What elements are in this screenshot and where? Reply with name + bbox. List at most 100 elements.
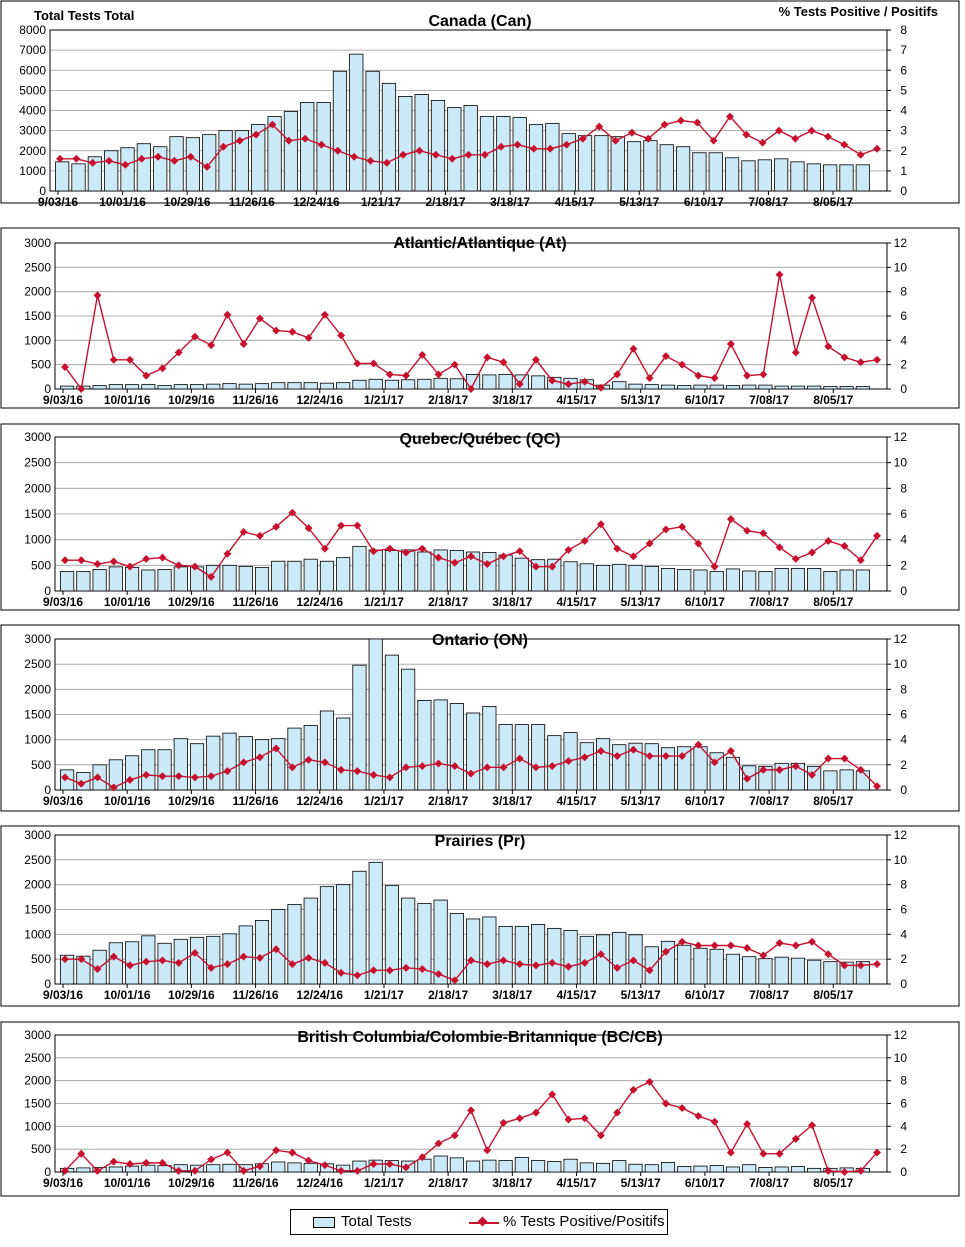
y-left-tick-label: 500	[31, 358, 51, 372]
point-percent-positive	[775, 126, 783, 135]
point-percent-positive	[223, 767, 232, 776]
x-tick-label: 4/15/17	[556, 1176, 596, 1190]
point-percent-positive	[464, 150, 473, 159]
y-right-tick-label: 6	[900, 1097, 907, 1111]
y-right-tick-label: 12	[894, 632, 908, 646]
point-percent-positive	[288, 327, 297, 336]
y-right-tick-label: 2	[900, 758, 907, 772]
bar-total-tests	[693, 746, 708, 791]
point-percent-positive	[288, 960, 297, 969]
bar-total-tests	[677, 385, 692, 390]
point-percent-positive	[121, 160, 130, 169]
x-tick-label: 2/18/17	[428, 1176, 468, 1190]
bar-total-tests	[303, 1162, 318, 1173]
right-axis-heading: % Tests Positive / Positifs	[779, 4, 938, 19]
x-tick-label: 11/26/16	[233, 595, 279, 609]
bar-total-tests	[725, 385, 741, 390]
y-right-tick-label: 2	[900, 952, 907, 966]
bar-total-tests	[336, 382, 351, 390]
bar-total-tests	[839, 164, 854, 192]
y-left-tick-label: 0	[44, 1165, 51, 1179]
x-tick-label: 10/01/16	[104, 393, 151, 407]
point-percent-positive	[239, 340, 248, 348]
bar-total-tests	[531, 1160, 546, 1173]
point-percent-positive	[154, 152, 162, 161]
bar-total-tests	[316, 102, 331, 192]
point-percent-positive	[824, 342, 833, 351]
point-percent-positive	[483, 560, 492, 569]
chart-title: Canada (Can)	[428, 13, 531, 30]
y-left-tick-label: 1000	[24, 733, 51, 747]
bar-total-tests	[708, 152, 723, 192]
x-tick-label: 7/08/17	[749, 595, 789, 609]
bar-total-tests	[659, 144, 674, 192]
bar-total-tests	[157, 942, 172, 985]
bar-total-tests	[595, 934, 611, 985]
y-left-tick-label: 2000	[24, 682, 51, 696]
y-right-tick-label: 0	[900, 184, 907, 198]
point-percent-positive	[694, 941, 703, 950]
point-percent-positive	[385, 544, 394, 553]
point-percent-positive	[77, 556, 86, 565]
bar-total-tests	[251, 124, 266, 192]
x-tick-label: 12/24/16	[293, 195, 340, 209]
x-tick-label: 12/24/16	[296, 1176, 343, 1190]
bar-total-tests	[365, 70, 380, 192]
point-percent-positive	[532, 961, 540, 970]
y-right-tick-label: 10	[894, 853, 908, 867]
y-left-tick-label: 0	[44, 977, 51, 991]
point-percent-positive	[170, 156, 179, 165]
x-tick-label: 9/03/16	[43, 1176, 83, 1190]
bar-total-tests	[677, 944, 692, 985]
bar-total-tests	[433, 899, 448, 985]
point-percent-positive	[532, 355, 540, 364]
bar-total-tests	[628, 564, 643, 592]
point-percent-positive	[483, 1146, 492, 1155]
point-percent-positive	[515, 1114, 524, 1123]
bar-total-tests	[206, 383, 221, 390]
point-percent-positive	[434, 759, 443, 768]
bar-total-tests	[579, 935, 594, 985]
y-right-tick-label: 6	[900, 309, 907, 323]
x-tick-label: 7/08/17	[749, 794, 789, 808]
bar-total-tests	[855, 164, 870, 192]
point-percent-positive	[742, 130, 751, 139]
y-left-tick-label: 3000	[19, 124, 46, 138]
x-tick-label: 5/13/17	[621, 988, 661, 1002]
bar-total-tests	[742, 1164, 757, 1173]
y-right-tick-label: 2	[900, 558, 907, 572]
bar-total-tests	[71, 163, 86, 192]
bar-total-tests	[644, 565, 659, 592]
point-percent-positive	[775, 270, 784, 279]
point-percent-positive	[578, 134, 587, 143]
point-percent-positive	[873, 144, 881, 153]
point-percent-positive	[223, 960, 232, 969]
bar-total-tests	[595, 1162, 611, 1173]
bar-total-tests	[807, 568, 822, 592]
bar-total-tests	[222, 933, 237, 985]
bar-total-tests	[579, 563, 594, 592]
y-right-tick-label: 10	[894, 456, 908, 470]
bar-total-tests	[401, 549, 416, 592]
y-right-tick-label: 8	[900, 1074, 907, 1088]
point-percent-positive	[203, 162, 212, 171]
legend-bar-label: Total Tests	[341, 1213, 412, 1230]
y-left-tick-label: 0	[39, 184, 46, 198]
panel-frame	[0, 1021, 960, 1197]
bar-total-tests	[92, 569, 107, 592]
bar-total-tests	[758, 958, 773, 985]
point-percent-positive	[369, 359, 378, 368]
bar-total-tests	[823, 571, 838, 592]
bar-total-tests	[271, 738, 286, 791]
left-axis-heading: Total Tests Total	[34, 8, 134, 23]
panel-frame	[0, 0, 960, 204]
bar-total-tests	[287, 1162, 302, 1173]
x-tick-label: 1/21/17	[364, 988, 404, 1002]
point-percent-positive	[613, 752, 622, 760]
bar-total-tests	[790, 957, 805, 985]
point-percent-positive	[320, 544, 329, 553]
point-percent-positive	[645, 752, 654, 760]
bar-total-tests	[725, 568, 741, 592]
y-left-tick-label: 3000	[24, 828, 51, 842]
